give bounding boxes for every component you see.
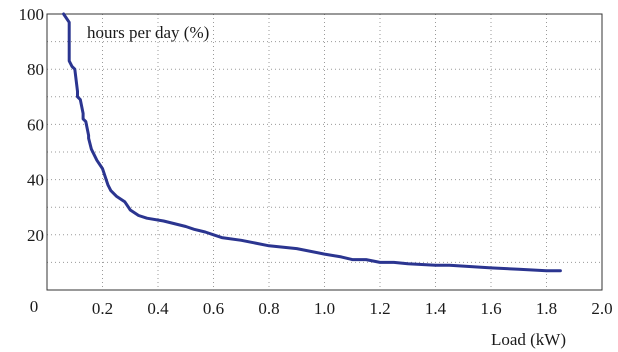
y-axis-label: hours per day (%) xyxy=(87,23,209,42)
plot-frame xyxy=(46,13,603,291)
x-tick-label: 1.0 xyxy=(314,299,335,318)
x-tick-label: 1.4 xyxy=(425,299,447,318)
y-tick-label: 80 xyxy=(27,60,44,79)
x-tick-labels: 0 0.2 0.4 0.6 0.8 1.0 1.2 1.4 1.6 1.8 2.0 xyxy=(30,297,613,318)
x-tick-label: 0.6 xyxy=(203,299,224,318)
x-tick-label: 0.2 xyxy=(92,299,113,318)
x-tick-label: 0.4 xyxy=(147,299,169,318)
y-tick-labels: 20 40 60 80 100 xyxy=(19,5,45,245)
load-duration-line xyxy=(62,12,562,273)
x-axis-label: Load (kW) xyxy=(491,330,566,349)
y-tick-label: 100 xyxy=(19,5,45,24)
x-tick-label: 1.8 xyxy=(536,299,557,318)
y-tick-label: 60 xyxy=(27,115,44,134)
series-layer xyxy=(62,12,562,273)
x-tick-label: 0 xyxy=(30,297,39,316)
grid-lines xyxy=(47,14,602,290)
y-tick-label: 20 xyxy=(27,226,44,245)
x-tick-label: 2.0 xyxy=(591,299,612,318)
x-tick-label: 1.6 xyxy=(480,299,501,318)
x-tick-label: 1.2 xyxy=(369,299,390,318)
x-tick-label: 0.8 xyxy=(258,299,279,318)
y-tick-label: 40 xyxy=(27,171,44,190)
